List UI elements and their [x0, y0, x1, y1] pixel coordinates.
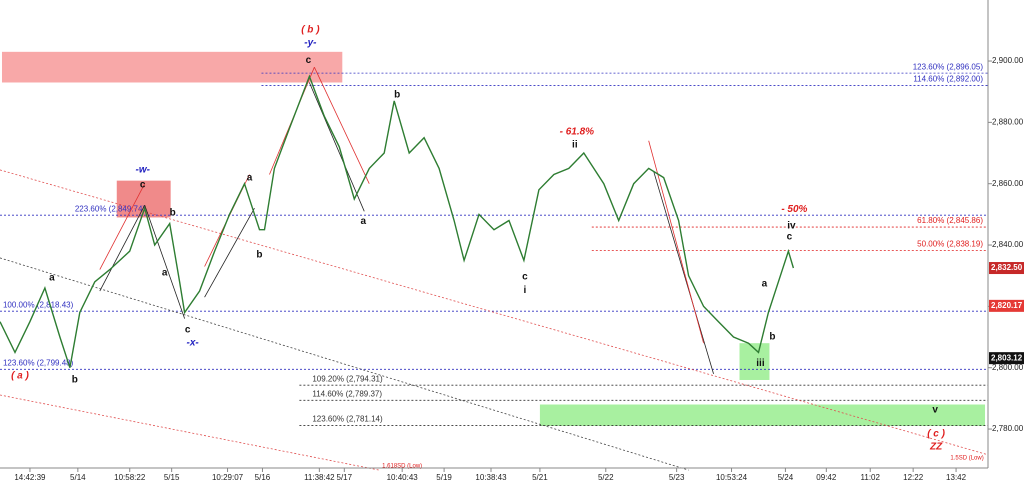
wave-label: b — [72, 375, 78, 386]
trend-line — [0, 257, 689, 471]
x-tick-label: 11:38:42 — [304, 473, 335, 482]
price-marker — [989, 299, 1024, 312]
right-axis-bg — [988, 0, 1024, 484]
wave-label: a — [162, 268, 168, 279]
price-marker — [989, 262, 1024, 275]
x-tick-label: 10:29:07 — [212, 473, 244, 482]
wave-label: b — [170, 207, 176, 218]
fib-label: 114.60% (2,892.00) — [913, 75, 983, 84]
wave-label: b — [394, 90, 400, 101]
wave-label: 1.618SD (Low) — [382, 463, 422, 469]
wave-label: c — [185, 325, 191, 336]
wave-label: v — [932, 405, 938, 416]
wave-label: a — [49, 272, 55, 283]
price-marker-label: 2,832.50 — [991, 263, 1023, 272]
wave-label: -x- — [186, 338, 199, 349]
fib-label: 61.80% (2,845.86) — [917, 216, 983, 225]
fib-label: 50.00% (2,838.19) — [917, 240, 983, 249]
trend-line — [309, 82, 365, 212]
x-tick-label: 10:38:43 — [475, 473, 507, 482]
price-marker-label: 2,820.17 — [991, 301, 1023, 310]
y-tick-label: 2,800.00 — [992, 363, 1024, 372]
trend-line — [0, 169, 989, 456]
wave-label: c — [787, 232, 793, 243]
trend-line — [204, 208, 255, 298]
x-tick-label: 10:53:24 — [716, 473, 748, 482]
wave-label: c — [306, 55, 312, 66]
fib-label: 114.60% (2,789.37) — [312, 389, 382, 398]
wave-label: b — [256, 249, 262, 260]
wave-label: iii — [756, 358, 765, 369]
wave-label: - 50% — [781, 204, 807, 215]
wave-label: ii — [572, 140, 578, 151]
x-tick-label: 5/17 — [337, 473, 353, 482]
wave-label: b — [769, 332, 775, 343]
wave-label: ( c ) — [927, 429, 945, 440]
x-tick-label: 10:58:22 — [114, 473, 146, 482]
x-tick-label: 14:42:39 — [14, 473, 46, 482]
wave-label: -w- — [135, 165, 150, 176]
wave-label: a — [762, 279, 768, 290]
y-tick-label: 2,900.00 — [992, 56, 1024, 65]
x-tick-label: 5/19 — [436, 473, 452, 482]
x-tick-label: 12:22 — [903, 473, 924, 482]
fib-label: 223.60% (2,849.74) — [75, 204, 146, 213]
x-tick-label: 13:42 — [946, 473, 967, 482]
fib-label: 123.60% (2,896.05) — [913, 62, 984, 71]
x-tick-label: 5/14 — [70, 473, 86, 482]
zone — [539, 404, 986, 426]
y-tick-label: 2,840.00 — [992, 240, 1024, 249]
trend-line — [144, 205, 186, 319]
y-tick-label: 2,780.00 — [992, 424, 1024, 433]
trend-line — [0, 394, 380, 471]
fib-label: 100.00% (2,818.43) — [3, 300, 74, 309]
wave-label: c — [140, 180, 146, 191]
wave-label: ZZ — [929, 441, 943, 452]
x-tick-label: 5/16 — [255, 473, 271, 482]
x-tick-label: 5/21 — [532, 473, 548, 482]
x-tick-label: 5/24 — [778, 473, 794, 482]
trend-line — [314, 66, 370, 184]
wave-label: a — [360, 216, 366, 227]
fib-label: 123.60% (2,799.48) — [3, 358, 74, 367]
x-tick-label: 5/23 — [669, 473, 685, 482]
y-tick-label: 2,860.00 — [992, 179, 1024, 188]
price-marker-label: 2,803.12 — [991, 353, 1023, 362]
wave-label: c — [522, 272, 528, 283]
zone — [1, 51, 343, 83]
price-line — [0, 74, 795, 368]
wave-label: - 61.8% — [560, 127, 595, 138]
wave-label: iv — [787, 221, 796, 232]
x-tick-label: 10:40:43 — [387, 473, 419, 482]
wave-label: ( b ) — [301, 25, 320, 36]
trend-line — [99, 204, 146, 292]
x-tick-label: 5/15 — [164, 473, 180, 482]
trend-line — [653, 171, 714, 374]
wave-label: i — [524, 285, 527, 296]
x-tick-label: 11:02 — [861, 473, 881, 482]
wave-label: ( a ) — [11, 371, 29, 382]
price-marker — [989, 352, 1024, 365]
wave-label: a — [247, 173, 253, 184]
fib-label: 109.20% (2,794.31) — [312, 374, 383, 383]
wave-label: -y- — [304, 38, 317, 49]
y-tick-label: 2,880.00 — [992, 117, 1024, 126]
wave-label: 1.5SD (Low) — [950, 455, 983, 461]
x-tick-label: 09:42 — [816, 473, 837, 482]
trend-line — [99, 183, 146, 270]
x-tick-label: 5/22 — [598, 473, 614, 482]
fib-label: 123.60% (2,781.14) — [312, 415, 383, 424]
